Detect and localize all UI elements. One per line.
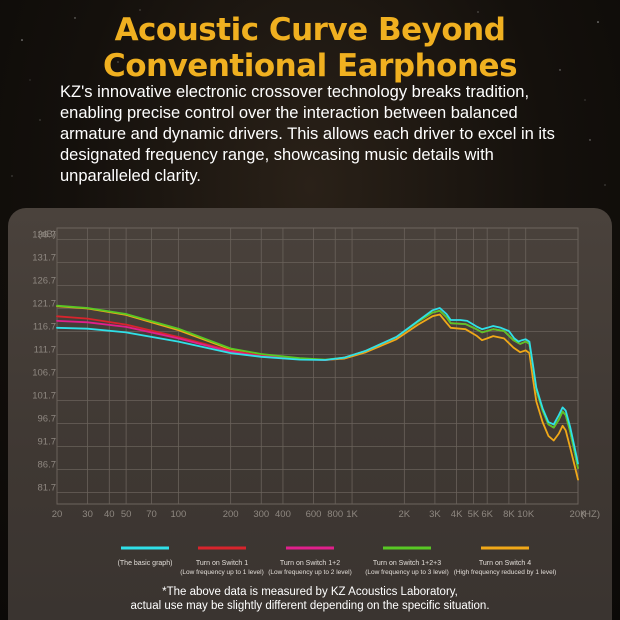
x-tick-label: 4K — [451, 509, 463, 520]
legend-label: Turn on Switch 1+2 — [280, 560, 340, 567]
y-tick-label: 121.7 — [32, 299, 56, 310]
y-tick-label: 81.7 — [38, 483, 57, 494]
x-tick-label: 100 — [170, 509, 186, 520]
headline-line-2: Conventional Earphones — [102, 48, 518, 84]
series-line — [56, 307, 579, 465]
y-tick-label: 136.7 — [32, 230, 56, 241]
y-tick-label: 116.7 — [33, 322, 56, 333]
legend-sublabel: (High frequency reduced by 1 level) — [454, 569, 557, 576]
x-tick-label: 600 — [306, 509, 322, 520]
footnote-line-1: *The above data is measured by KZ Acoust… — [162, 586, 458, 598]
legend-sublabel: (Low frequency up to 3 level) — [365, 569, 448, 576]
y-tick-label: 96.7 — [38, 414, 57, 425]
legend-label: Turn on Switch 1+2+3 — [373, 560, 441, 567]
x-tick-label: 1K — [346, 509, 358, 520]
series-line — [56, 304, 579, 469]
x-tick-label: 10K — [517, 509, 535, 520]
legend-label: Turn on Switch 1 — [196, 560, 248, 567]
x-tick-label: 300 — [253, 509, 269, 520]
y-tick-label: 106.7 — [32, 368, 56, 379]
y-tick-label: 91.7 — [38, 437, 57, 448]
y-tick-label: 131.7 — [32, 253, 56, 264]
description-text: KZ's innovative electronic crossover tec… — [60, 83, 555, 185]
footnote: *The above data is measured by KZ Acoust… — [0, 585, 620, 613]
y-tick-label: 101.7 — [32, 391, 56, 402]
headline-line-1: Acoustic Curve Beyond — [114, 12, 506, 48]
x-tick-label: 30 — [82, 509, 93, 520]
x-tick-label: 20 — [52, 509, 63, 520]
x-tick-label: 2K — [399, 509, 411, 520]
x-tick-label: 400 — [275, 509, 291, 520]
series-line — [56, 305, 579, 481]
legend-sublabel: (Low frequency up to 1 level) — [180, 569, 263, 576]
footnote-line-2: actual use may be slightly different dep… — [130, 600, 490, 612]
x-tick-label: 5K — [468, 509, 480, 520]
x-tick-label: 200 — [223, 509, 239, 520]
x-tick-label: 6K — [481, 509, 493, 520]
x-tick-label: 8K — [503, 509, 515, 520]
x-tick-label: 70 — [146, 509, 157, 520]
legend-label: (The basic graph) — [118, 560, 173, 567]
chart-panel — [8, 208, 612, 620]
x-tick-label: 40 — [104, 509, 115, 520]
plot-frame — [56, 227, 579, 505]
legend-sublabel: (Low frequency up to 2 level) — [268, 569, 351, 576]
headline: Acoustic Curve Beyond Conventional Earph… — [0, 12, 620, 84]
x-tick-label: 50 — [121, 509, 132, 520]
y-axis-label: (dB) — [38, 229, 56, 240]
x-tick-label: 800 — [327, 509, 343, 520]
x-tick-label: 20K — [570, 509, 588, 520]
x-axis-label: (HZ) — [581, 509, 600, 520]
x-tick-label: 3K — [429, 509, 441, 520]
y-tick-label: 86.7 — [38, 460, 57, 471]
y-tick-label: 111.7 — [34, 345, 56, 356]
legend-label: Turn on Switch 4 — [479, 560, 531, 567]
y-tick-label: 126.7 — [32, 276, 56, 287]
